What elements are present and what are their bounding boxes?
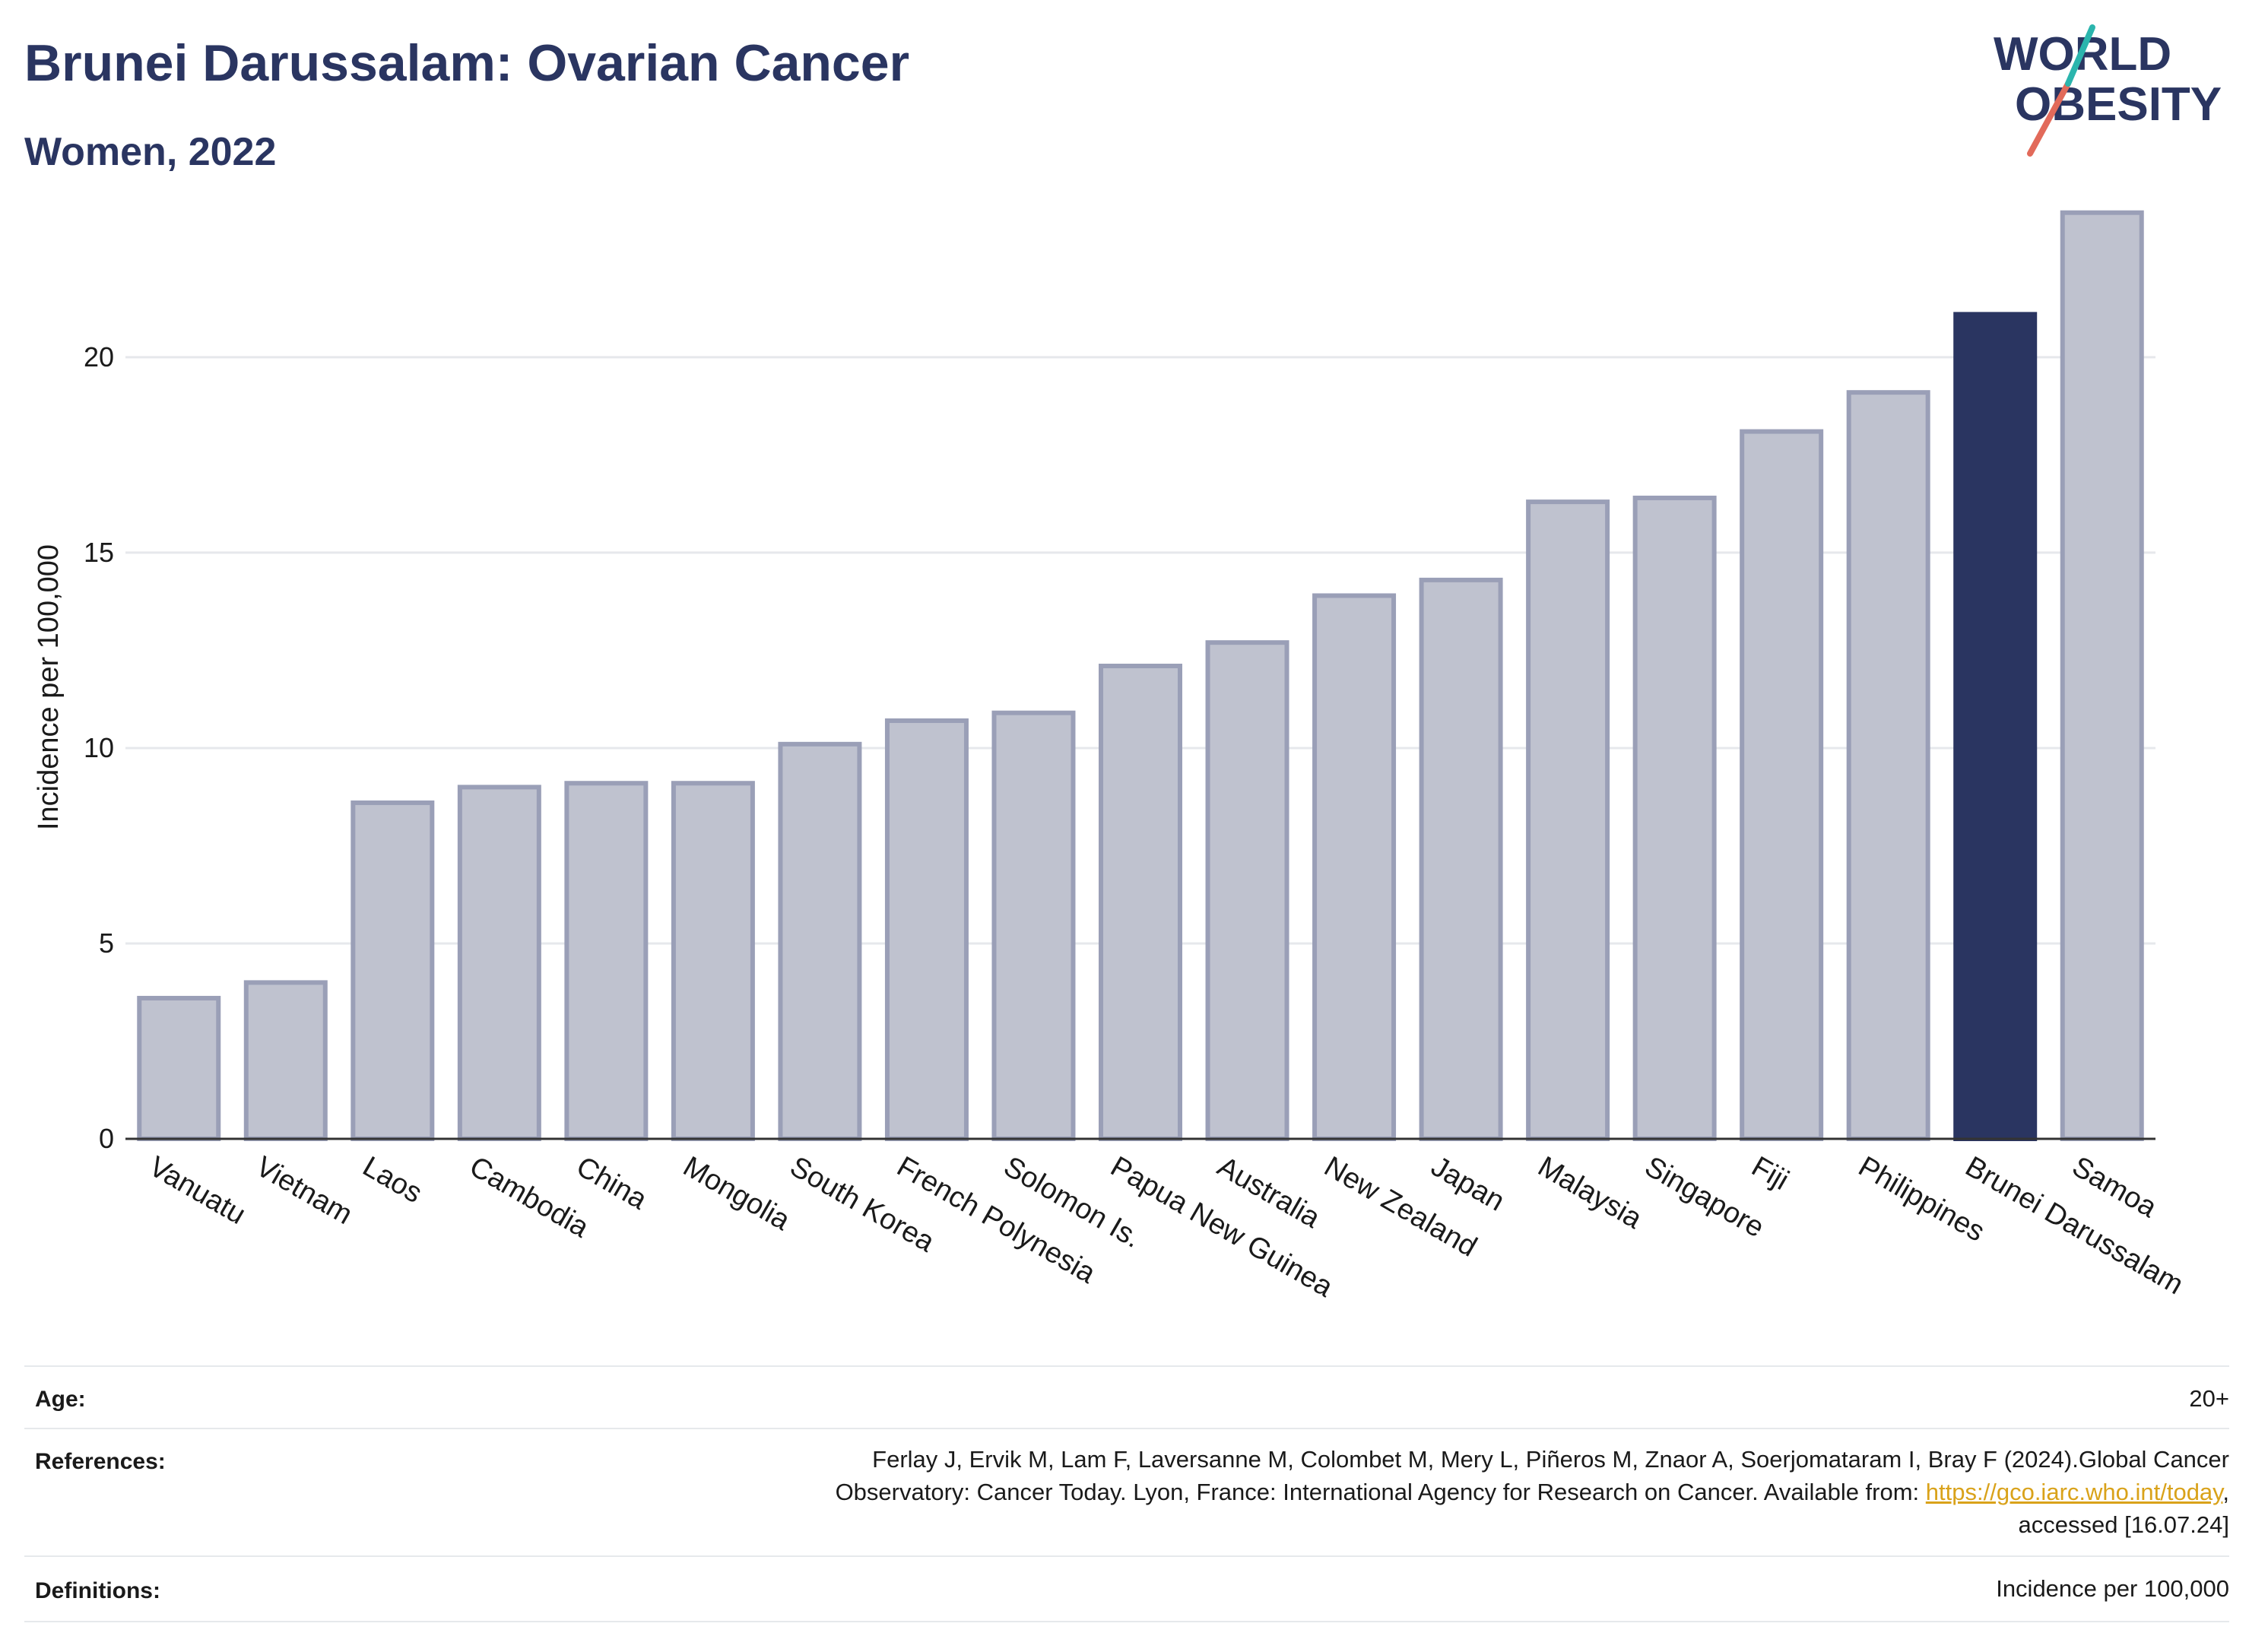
bar — [137, 995, 221, 1142]
references-line3: accessed [16.07.24] — [2018, 1511, 2229, 1538]
chart-subtitle: Women, 2022 — [24, 130, 277, 174]
definitions-row: Definitions: Incidence per 100,000 — [24, 1555, 2229, 1622]
bar-highlight — [1953, 312, 2038, 1141]
references-line2-comma: , — [2222, 1479, 2229, 1505]
x-tick-label: Vietnam — [250, 1150, 357, 1231]
definitions-value: Incidence per 100,000 — [1996, 1575, 2229, 1602]
x-tick-label: Vanuatu — [144, 1150, 251, 1231]
bar — [457, 785, 541, 1141]
x-tick-label: Singapore — [1639, 1150, 1769, 1244]
bar — [671, 781, 755, 1142]
age-label: Age: — [35, 1387, 86, 1412]
x-tick-label: Malaysia — [1533, 1150, 1648, 1235]
chart-title: Brunei Darussalam: Ovarian Cancer — [24, 34, 910, 92]
references-line2: Observatory: Cancer Today. Lyon, France:… — [836, 1476, 2229, 1508]
bar — [991, 710, 1076, 1141]
definitions-label: Definitions: — [35, 1578, 160, 1603]
logo-slash-red — [2027, 81, 2071, 157]
references-value: Ferlay J, Ervik M, Lam F, Laversanne M, … — [836, 1443, 2229, 1541]
bar — [1419, 577, 1503, 1141]
x-tick-label: China — [571, 1150, 653, 1216]
bar — [564, 781, 649, 1142]
world-obesity-logo: WORLD OBESITY — [1994, 24, 2222, 157]
x-tick-label: Japan — [1426, 1150, 1510, 1217]
y-tick-label: 20 — [84, 341, 114, 373]
x-tick-label: Mongolia — [677, 1150, 795, 1237]
bar — [1632, 495, 1717, 1141]
bar — [1526, 499, 1610, 1141]
references-line2-text: Observatory: Cancer Today. Lyon, France:… — [835, 1479, 1926, 1505]
bar — [884, 718, 969, 1141]
bar-chart: 0 5 10 15 20 Incidence per 100,000 Vanuatu Viet… — [33, 210, 2189, 1304]
y-tick-label: 5 — [99, 927, 114, 959]
bar — [351, 800, 435, 1142]
y-tick-label: 10 — [84, 732, 114, 763]
bar — [1099, 664, 1182, 1141]
bar — [1312, 593, 1397, 1141]
bar — [778, 741, 862, 1141]
y-axis-title: Incidence per 100,000 — [33, 544, 65, 830]
references-label: References: — [35, 1449, 166, 1474]
bar — [1846, 390, 1930, 1141]
x-tick-label: Fiji — [1746, 1150, 1794, 1197]
y-tick-label: 15 — [84, 537, 114, 568]
bar — [2060, 210, 2144, 1142]
references-row: References: Ferlay J, Ervik M, Lam F, La… — [24, 1428, 2229, 1557]
y-tick-label: 0 — [99, 1123, 114, 1154]
bar — [243, 980, 328, 1141]
references-line1: Ferlay J, Ervik M, Lam F, Laversanne M, … — [872, 1446, 2229, 1473]
bar — [1205, 640, 1289, 1141]
bar — [1740, 429, 1824, 1141]
age-value: 20+ — [2189, 1385, 2229, 1412]
references-link[interactable]: https://gco.iarc.who.int/today — [1925, 1479, 2223, 1505]
x-tick-label: Laos — [357, 1150, 427, 1210]
logo-slash-teal — [2065, 24, 2095, 87]
age-row: Age: 20+ — [24, 1365, 2229, 1429]
x-tick-label: Cambodia — [464, 1150, 595, 1244]
